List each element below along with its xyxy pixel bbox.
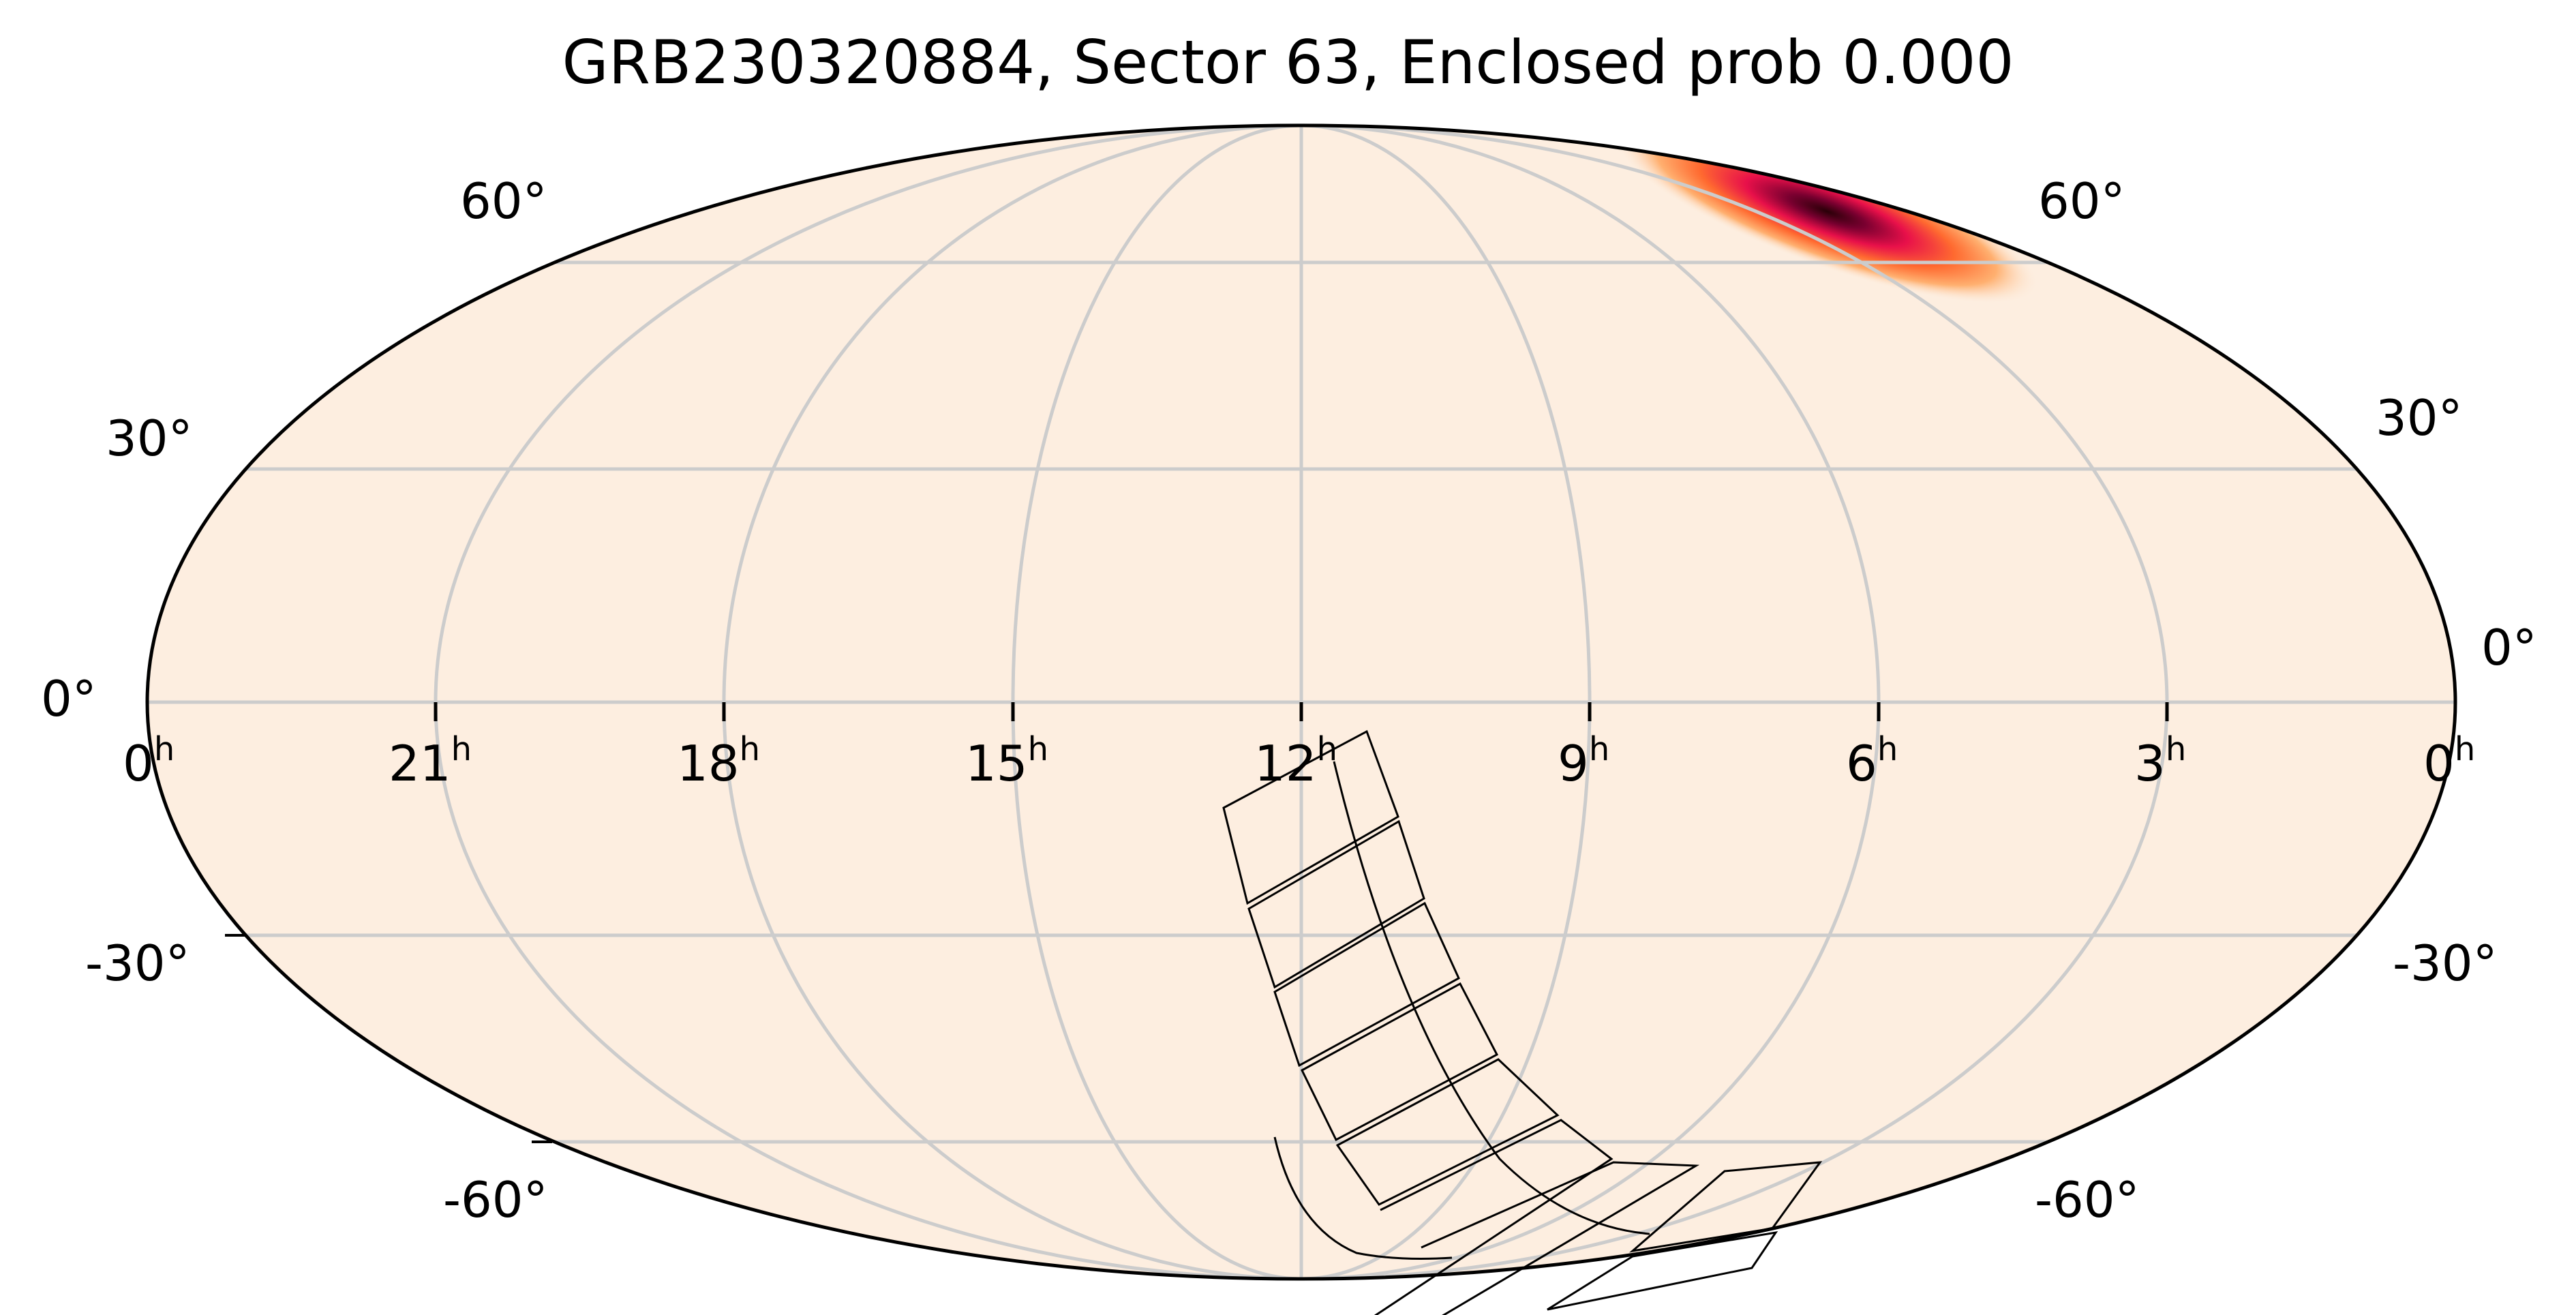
dec-label-left-m60: -60° — [443, 1171, 548, 1228]
ra-label-3h: 3h — [2134, 730, 2186, 792]
dec-label-right-0: 0° — [2481, 619, 2537, 676]
ra-label-21h: 21h — [389, 730, 472, 792]
dec-label-right-30: 30° — [2376, 389, 2463, 447]
ra-label-6h: 6h — [1846, 730, 1898, 792]
dec-label-right-m60: -60° — [2035, 1171, 2140, 1228]
dec-label-right-m30: -30° — [2393, 935, 2498, 992]
dec-label-right-60: 60° — [2038, 172, 2125, 230]
dec-label-left-0: 0° — [41, 670, 97, 727]
ra-labels: 0h 21h 18h 15h 12h 9h 6h 3h 0h — [123, 730, 2475, 792]
dec-labels-right: 60° 30° 0° -30° -60° — [2035, 172, 2537, 1228]
dec-labels-left: 60° 30° 0° -30° -60° — [41, 172, 548, 1228]
dec-label-left-60: 60° — [460, 172, 547, 230]
dec-label-left-30: 30° — [106, 410, 193, 467]
map-outline — [145, 123, 2457, 1281]
ra-label-9h: 9h — [1558, 730, 1609, 792]
chart-title: GRB230320884, Sector 63, Enclosed prob 0… — [562, 27, 2014, 97]
ra-ticks — [434, 702, 2169, 721]
ra-label-0h-left: 0h — [123, 730, 175, 792]
ra-label-12h: 12h — [1254, 730, 1337, 792]
ra-label-18h: 18h — [677, 730, 760, 792]
tess-footprint — [1222, 729, 1823, 1315]
dec-ticks — [225, 934, 552, 1143]
ra-label-15h: 15h — [965, 730, 1048, 792]
ra-label-0h-right: 0h — [2423, 730, 2475, 792]
dec-label-left-m30: -30° — [85, 935, 190, 992]
